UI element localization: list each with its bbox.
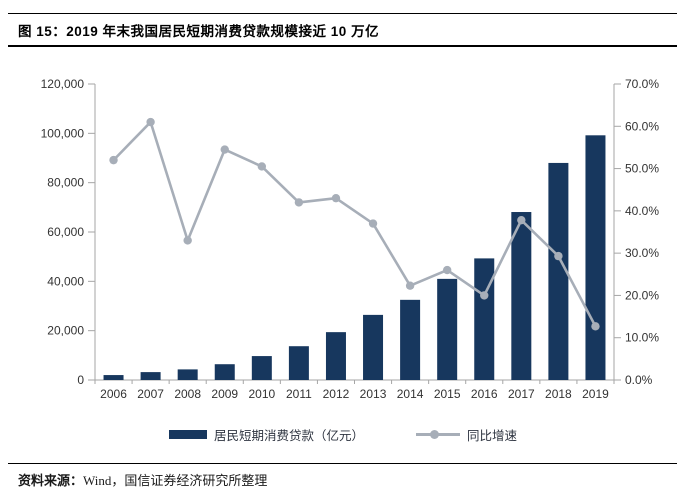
growth-point-2019 bbox=[591, 322, 600, 331]
chart-area: 0 20,000 40,000 60,000 80,000 100,000 120,000 0… bbox=[0, 60, 686, 410]
x-axis-tick-label: 2016 bbox=[471, 387, 498, 401]
y-axis-right-tick-label: 70.0% bbox=[625, 77, 659, 91]
chart-svg: 0 20,000 40,000 60,000 80,000 100,000 120,000 0… bbox=[41, 77, 660, 401]
x-axis-tick-label: 2017 bbox=[508, 387, 535, 401]
y-axis-left-tick-label: 80,000 bbox=[47, 176, 84, 190]
y-axis-right-tick-label: 40.0% bbox=[625, 204, 659, 218]
source-note: 资料来源：Wind，国信证券经济研究所整理 bbox=[18, 470, 674, 489]
source-text: Wind，国信证券经济研究所整理 bbox=[83, 473, 268, 488]
growth-point-2014 bbox=[405, 281, 415, 290]
y-axis-left-tick-label: 100,000 bbox=[41, 126, 85, 140]
y-axis-left-tick-label: 40,000 bbox=[47, 274, 84, 288]
y-axis-right-tick-label: 10.0% bbox=[625, 331, 659, 345]
y-axis-left-tick-label: 20,000 bbox=[47, 324, 84, 338]
bar-2015 bbox=[437, 278, 458, 380]
y-axis-right-tick-label: 20.0% bbox=[625, 288, 659, 302]
y-axis-left-tick-label: 0 bbox=[77, 373, 84, 387]
bar-2011 bbox=[288, 346, 309, 380]
line-series-marker bbox=[416, 429, 460, 439]
top-rule bbox=[8, 13, 677, 14]
growth-point-2013 bbox=[368, 219, 378, 228]
growth-point-2008 bbox=[183, 236, 192, 245]
growth-point-2006 bbox=[109, 155, 118, 165]
x-axis-tick-label: 2008 bbox=[174, 387, 201, 401]
x-axis-tick-label: 2011 bbox=[286, 387, 312, 401]
y-axis-left-tick-label: 60,000 bbox=[47, 225, 84, 239]
bar-series-swatch bbox=[168, 429, 207, 439]
bar-2016 bbox=[474, 258, 495, 380]
legend-line-label: 同比增速 bbox=[467, 428, 518, 443]
x-axis-tick-label: 2015 bbox=[434, 387, 461, 401]
growth-point-2018 bbox=[554, 251, 563, 261]
growth-point-2015 bbox=[442, 265, 452, 275]
bar-2009 bbox=[214, 364, 235, 380]
growth-point-2007 bbox=[146, 117, 155, 127]
bar-2014 bbox=[400, 299, 421, 380]
bar-2013 bbox=[363, 314, 384, 380]
growth-point-2017 bbox=[517, 215, 526, 225]
growth-point-2011 bbox=[294, 198, 304, 207]
title-underline-rule bbox=[8, 45, 677, 47]
legend-line-dot bbox=[430, 429, 439, 439]
bar-2017 bbox=[511, 212, 532, 380]
legend-item-line: 同比增速 bbox=[416, 425, 517, 444]
growth-point-2010 bbox=[257, 162, 267, 171]
x-axis-tick-label: 2009 bbox=[211, 387, 238, 401]
growth-point-2009 bbox=[220, 145, 229, 154]
x-axis-tick-label: 2007 bbox=[137, 387, 164, 401]
bar-2012 bbox=[325, 332, 346, 380]
legend-bar-label: 居民短期消费贷款（亿元） bbox=[213, 428, 364, 443]
bar-2018 bbox=[548, 162, 569, 380]
bar-2006 bbox=[103, 375, 124, 380]
y-axis-right-tick-label: 50.0% bbox=[625, 162, 659, 176]
x-axis-tick-label: 2014 bbox=[397, 387, 424, 401]
growth-point-2016 bbox=[480, 291, 489, 300]
source-label: 资料来源： bbox=[18, 473, 84, 488]
bar-2008 bbox=[177, 369, 198, 380]
bar-2010 bbox=[251, 356, 272, 380]
y-axis-right-tick-label: 0.0% bbox=[625, 373, 653, 387]
growth-line bbox=[112, 120, 597, 328]
bar-2019 bbox=[585, 135, 606, 380]
x-axis-tick-label: 2006 bbox=[100, 387, 127, 401]
x-axis-tick-label: 2019 bbox=[582, 387, 609, 401]
bar-2007 bbox=[140, 372, 161, 380]
x-axis-tick-label: 2012 bbox=[323, 387, 350, 401]
x-axis-tick-label: 2013 bbox=[360, 387, 387, 401]
x-axis-tick-label: 2010 bbox=[248, 387, 275, 401]
y-axis-right-tick-label: 30.0% bbox=[625, 246, 659, 260]
growth-point-2012 bbox=[331, 193, 341, 203]
chart-legend: 居民短期消费贷款（亿元） 同比增速 bbox=[0, 423, 686, 445]
y-axis-right-tick-label: 60.0% bbox=[625, 119, 659, 133]
legend-item-bars: 居民短期消费贷款（亿元） bbox=[168, 425, 364, 444]
x-axis-tick-label: 2018 bbox=[545, 387, 572, 401]
figure-title: 图 15：2019 年末我国居民短期消费贷款规模接近 10 万亿 bbox=[18, 24, 380, 39]
y-axis-left-tick-label: 120,000 bbox=[41, 77, 85, 91]
footer-rule bbox=[8, 463, 677, 464]
